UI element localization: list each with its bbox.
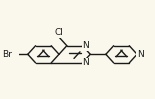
Text: Br: Br	[2, 50, 12, 59]
Text: N: N	[82, 41, 89, 50]
Text: N: N	[82, 58, 89, 67]
Text: Cl: Cl	[55, 28, 63, 37]
Text: N: N	[137, 50, 144, 59]
